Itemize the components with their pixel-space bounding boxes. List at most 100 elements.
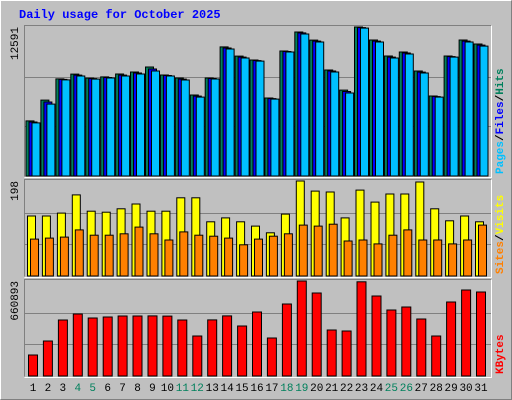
- bar: [298, 224, 308, 277]
- bar: [46, 103, 56, 177]
- bar: [136, 73, 145, 177]
- bar: [121, 75, 131, 177]
- y-tick-label: 198: [10, 181, 22, 201]
- bar: [386, 309, 397, 377]
- bar: [281, 303, 292, 377]
- bar: [478, 224, 487, 277]
- bar: [266, 337, 277, 377]
- bar: [89, 234, 99, 277]
- plot-bevel-light: [24, 25, 492, 178]
- bar: [375, 41, 384, 177]
- bar: [31, 122, 41, 177]
- x-tick-label: 3: [60, 383, 67, 395]
- bar: [433, 239, 443, 277]
- legend-separator: /: [495, 234, 507, 241]
- bar: [343, 240, 353, 277]
- bar: [268, 235, 278, 277]
- bar: [237, 325, 248, 377]
- bar: [117, 315, 128, 377]
- bar: [132, 315, 143, 377]
- bar: [222, 315, 233, 377]
- chart-title: Daily usage for October 2025: [19, 8, 221, 22]
- bar: [149, 233, 159, 277]
- bar: [72, 313, 83, 377]
- x-tick-label: 27: [415, 383, 428, 395]
- x-tick-label: 13: [206, 383, 219, 395]
- bar: [285, 51, 295, 177]
- x-tick-label: 30: [459, 383, 472, 395]
- plot-bevel-dark: [24, 279, 492, 377]
- bar: [192, 335, 203, 377]
- bar: [42, 340, 53, 377]
- bar: [209, 235, 219, 277]
- bar: [106, 77, 116, 177]
- bar: [315, 41, 325, 177]
- bar: [434, 96, 444, 177]
- bar: [300, 33, 310, 177]
- bar: [91, 78, 101, 177]
- bar: [358, 239, 368, 277]
- bar: [404, 53, 414, 177]
- bar: [165, 75, 175, 177]
- bar: [416, 318, 427, 377]
- bar: [164, 239, 174, 277]
- x-tick-label: 24: [370, 383, 384, 395]
- y-tick-label: 12591: [10, 27, 22, 60]
- bar: [180, 79, 190, 177]
- legend-entry: Pages: [495, 141, 507, 174]
- bar: [356, 281, 367, 377]
- legend-entry: KBytes: [495, 334, 507, 374]
- bar: [104, 234, 114, 277]
- legend-separator: /: [495, 94, 507, 101]
- legend-entry: Visits: [495, 195, 507, 235]
- y-tick-label: 660893: [10, 281, 22, 321]
- bar: [403, 229, 413, 277]
- x-tick-label: 8: [134, 383, 141, 395]
- bar: [194, 234, 204, 277]
- plot-bevel-light: [24, 279, 492, 378]
- bar: [74, 229, 84, 277]
- plot-bevel-light: [24, 179, 492, 278]
- x-tick-label: 5: [89, 383, 96, 395]
- bar: [360, 27, 369, 177]
- bar: [431, 335, 442, 377]
- bar: [61, 79, 71, 177]
- bar: [252, 311, 262, 377]
- bar: [30, 238, 39, 277]
- legend-entry: Files: [495, 101, 507, 134]
- bar: [463, 239, 473, 277]
- x-tick-label: 17: [265, 383, 278, 395]
- x-tick-label: 19: [295, 383, 308, 395]
- bar: [270, 98, 280, 177]
- bar: [255, 60, 265, 177]
- x-tick-label: 23: [355, 383, 368, 395]
- bar: [448, 243, 458, 277]
- bar: [134, 226, 144, 277]
- bar: [87, 317, 98, 377]
- x-tick-label: 26: [400, 383, 413, 395]
- bar: [449, 56, 459, 177]
- bar: [28, 354, 38, 377]
- bar: [147, 315, 158, 377]
- x-tick-label: 7: [119, 383, 126, 395]
- bar: [102, 316, 113, 377]
- bar: [341, 330, 352, 377]
- bar: [476, 291, 486, 377]
- x-tick-label: 10: [161, 383, 174, 395]
- bar: [240, 57, 250, 177]
- x-tick-label: 21: [325, 383, 339, 395]
- bar: [177, 319, 188, 377]
- bar: [76, 75, 86, 177]
- legend: Sites/Visits: [495, 195, 507, 274]
- bar: [328, 223, 338, 277]
- legend: Pages/Files/Hits: [495, 68, 507, 174]
- bar: [44, 237, 54, 277]
- bar: [225, 48, 235, 177]
- bar: [479, 45, 489, 177]
- bar: [418, 239, 428, 277]
- x-tick-label: 15: [235, 383, 248, 395]
- bar: [162, 315, 173, 377]
- bar: [419, 72, 429, 177]
